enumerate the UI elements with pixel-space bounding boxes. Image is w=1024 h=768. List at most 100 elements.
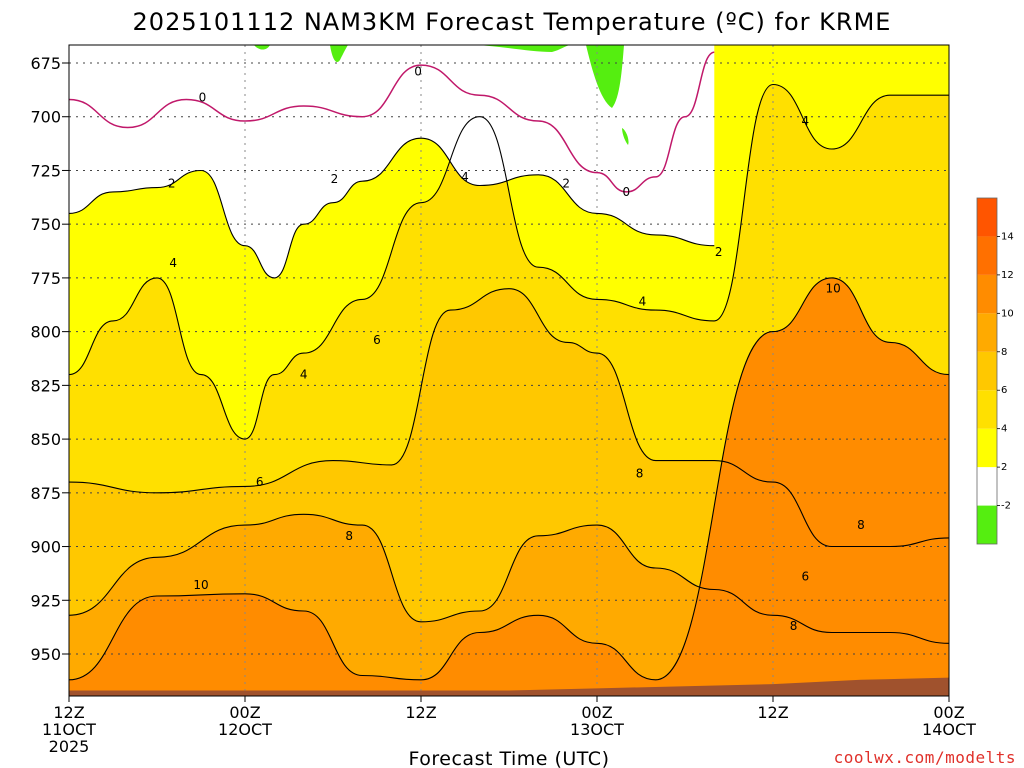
band-below-minus2 — [254, 45, 629, 145]
credit-link[interactable]: coolwx.com/modelts — [834, 748, 1016, 767]
contour-label: 2 — [715, 245, 723, 259]
colorbar-tick-label: 8 — [1001, 347, 1007, 358]
contour-label: 10 — [825, 282, 840, 296]
contour-label: 8 — [790, 619, 798, 633]
colorbar-tick-label: 6 — [1001, 385, 1007, 396]
colorbar-swatch — [977, 351, 997, 391]
colorbar-tick-label: -2 — [1001, 501, 1011, 512]
svg-text:2: 2 — [331, 172, 339, 186]
contour-6C — [69, 288, 949, 548]
x-tick-label: 11OCT — [42, 720, 96, 739]
contour-2C — [69, 137, 715, 279]
svg-text:8: 8 — [636, 466, 644, 480]
svg-text:2: 2 — [168, 176, 176, 190]
contour-0C — [69, 51, 715, 193]
contour-label: 6 — [801, 570, 809, 584]
colorbar-tick-label: 10 — [1001, 308, 1014, 319]
colorbar-swatch — [977, 390, 997, 429]
y-tick-label: 675 — [30, 54, 61, 73]
svg-text:6: 6 — [373, 333, 381, 347]
svg-text:8: 8 — [857, 518, 865, 532]
svg-text:4: 4 — [461, 170, 469, 184]
contour-label: 6 — [373, 333, 381, 347]
y-tick-label: 825 — [30, 376, 61, 395]
plot-frame — [68, 44, 950, 697]
contour-label: 8 — [857, 518, 865, 532]
contour-label: 2 — [331, 172, 339, 186]
y-tick-label: 775 — [30, 269, 61, 288]
plot-area: 0 0 0 2 2 2 2 4 4 4 4 4 6 6 6 8 8 8 8 10 10 — [69, 45, 949, 696]
y-tick-label: 750 — [30, 215, 61, 234]
y-tick-label: 725 — [30, 161, 61, 180]
y-axis: 675 700 725 750 775 800 825 850 875 900 925 950 — [30, 54, 69, 664]
contour-4C — [69, 83, 949, 440]
x-tick-label: 2025 — [49, 737, 90, 756]
colorbar-swatch — [977, 313, 997, 352]
svg-text:10: 10 — [193, 578, 208, 592]
x-tick-label: 12OCT — [218, 720, 272, 739]
svg-text:10: 10 — [825, 282, 840, 296]
contour-label: 2 — [168, 176, 176, 190]
contour-label: 4 — [639, 295, 647, 309]
svg-text:2: 2 — [562, 176, 570, 190]
svg-text:4: 4 — [801, 114, 809, 128]
band-0-2 — [69, 45, 715, 278]
contour-label: 2 — [562, 176, 570, 190]
colorbar-swatch — [977, 236, 997, 275]
svg-text:4: 4 — [169, 256, 177, 270]
colorbar-swatch — [977, 505, 997, 544]
band-10-12-low — [69, 277, 949, 696]
colorbar: -2 2 4 6 8 10 12 14 — [976, 197, 1014, 545]
x-tick-label: 00Z — [933, 703, 964, 722]
svg-text:6: 6 — [256, 475, 264, 489]
contour-label: 4 — [801, 114, 809, 128]
x-tick-label: 14OCT — [922, 720, 976, 739]
svg-text:2: 2 — [715, 245, 723, 259]
contour-label: 8 — [636, 466, 644, 480]
contour-label: 4 — [169, 256, 177, 270]
colorbar-frame — [976, 197, 998, 545]
y-tick-label: 900 — [30, 538, 61, 557]
y-tick-label: 850 — [30, 430, 61, 449]
y-tick-label: 800 — [30, 323, 61, 342]
svg-text:8: 8 — [345, 529, 353, 543]
chart-title: 2025101112 NAM3KM Forecast Temperature (… — [133, 8, 892, 36]
contour-label: 4 — [300, 368, 308, 382]
svg-text:0: 0 — [414, 65, 422, 79]
y-tick-label: 950 — [30, 645, 61, 664]
colorbar-tick-label: 2 — [1001, 462, 1007, 473]
svg-text:8: 8 — [790, 619, 798, 633]
svg-text:0: 0 — [199, 90, 207, 104]
colorbar-tick-label: 12 — [1001, 270, 1014, 281]
svg-text:4: 4 — [300, 368, 308, 382]
contour-lines — [69, 51, 949, 681]
y-tick-label: 875 — [30, 484, 61, 503]
colorbar-tick-label: 4 — [1001, 424, 1007, 435]
colorbar-swatch — [977, 428, 997, 468]
x-tick-label: 13OCT — [570, 720, 624, 739]
contour-label: 0 — [199, 90, 207, 104]
x-tick-label: 12Z — [53, 703, 84, 722]
x-axis-label: Forecast Time (UTC) — [409, 748, 610, 768]
svg-text:4: 4 — [639, 295, 647, 309]
y-tick-label: 700 — [30, 108, 61, 127]
contour-label: 0 — [414, 65, 422, 79]
x-tick-label: 00Z — [581, 703, 612, 722]
colorbar-swatch — [977, 467, 997, 506]
x-tick-label: 00Z — [229, 703, 260, 722]
contour-8C — [69, 513, 949, 644]
svg-text:0: 0 — [623, 185, 631, 199]
x-tick-label: 12Z — [405, 703, 436, 722]
ground-surface — [69, 677, 949, 696]
contour-label: 8 — [345, 529, 353, 543]
x-tick-label: 12Z — [757, 703, 788, 722]
colorbar-swatch — [977, 274, 997, 314]
y-tick-label: 925 — [30, 591, 61, 610]
contour-10C — [69, 277, 949, 681]
contour-label: 6 — [256, 475, 264, 489]
contour-label: 0 — [623, 185, 631, 199]
contour-label: 10 — [193, 578, 208, 592]
colorbar-tick-label: 14 — [1001, 231, 1014, 242]
